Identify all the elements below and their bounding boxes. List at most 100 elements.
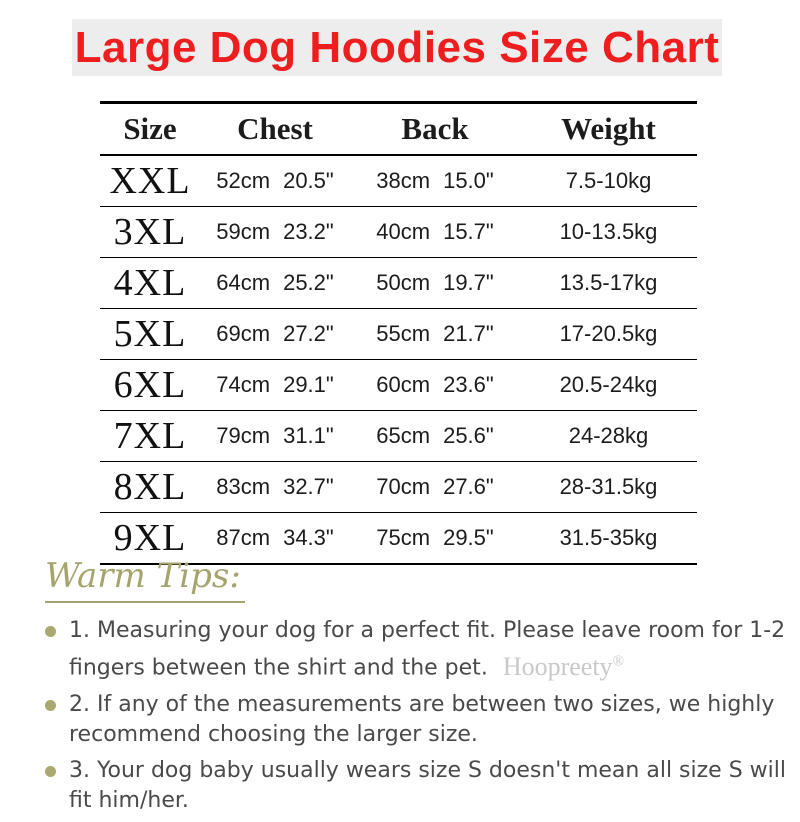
tip-line: fit him/her. (69, 787, 189, 813)
chest-inch-value: 20.5" (283, 168, 334, 193)
page-title: Large Dog Hoodies Size Chart (72, 19, 722, 76)
chest-inch-value: 25.2" (283, 270, 334, 295)
table-row: 9XL 87cm 34.3" 75cm 29.5" 31.5-35kg (100, 513, 697, 565)
chest-inch-value: 34.3" (283, 525, 334, 550)
back-inch-value: 27.6" (443, 474, 494, 499)
back-inch-value: 15.0" (443, 168, 494, 193)
table-row: 6XL 74cm 29.1" 60cm 23.6" 20.5-24kg (100, 360, 697, 411)
back-cm-value: 38cm (376, 168, 431, 193)
size-cell: 5XL (113, 313, 187, 355)
chest-cm-value: 52cm (216, 168, 271, 193)
chest-cm-value: 83cm (216, 474, 271, 499)
chest-cm-value: 69cm (216, 321, 271, 346)
table-body: XXL 52cm 20.5" 38cm 15.0" 7.5-10kg 3XL 5… (100, 156, 697, 565)
back-cm-value: 60cm (376, 372, 431, 397)
tip-text: 2. If any of the measurements are betwee… (69, 690, 774, 750)
column-header-size: Size (123, 111, 177, 146)
chest-cm-value: 87cm (216, 525, 271, 550)
back-cm-value: 50cm (376, 270, 431, 295)
back-cm-value: 55cm (376, 321, 431, 346)
chest-inch-value: 29.1" (283, 372, 334, 397)
warm-tips-heading: Warm Tips: (45, 556, 245, 603)
back-cell: 40cm 15.7" (350, 219, 520, 245)
chest-inch-value: 31.1" (283, 423, 334, 448)
column-header-weight: Weight (561, 111, 656, 146)
chest-cell: 59cm 23.2" (200, 219, 350, 245)
brand-watermark: Hoopreety® (503, 652, 624, 681)
back-cell: 60cm 23.6" (350, 372, 520, 398)
registered-trademark-icon: ® (612, 653, 624, 669)
back-inch-value: 25.6" (443, 423, 494, 448)
weight-cell: 28-31.5kg (559, 474, 658, 499)
back-cell: 75cm 29.5" (350, 525, 520, 551)
back-cell: 70cm 27.6" (350, 474, 520, 500)
back-cm-value: 40cm (376, 219, 431, 244)
chest-cell: 69cm 27.2" (200, 321, 350, 347)
chest-cell: 79cm 31.1" (200, 423, 350, 449)
tip-item-2: 2. If any of the measurements are betwee… (45, 690, 775, 750)
tip-text: 3. Your dog baby usually wears size S do… (69, 756, 786, 816)
size-cell: 3XL (113, 211, 187, 253)
tip-text: 1. Measuring your dog for a perfect fit.… (69, 616, 785, 684)
size-chart-table: Size Chest Back Weight XXL 52cm 20.5" 38… (100, 101, 697, 565)
chest-inch-value: 32.7" (283, 474, 334, 499)
tip-line: 2. If any of the measurements are betwee… (69, 691, 775, 717)
chest-inch-value: 27.2" (283, 321, 334, 346)
table-row: 3XL 59cm 23.2" 40cm 15.7" 10-13.5kg (100, 207, 697, 258)
weight-cell: 7.5-10kg (565, 168, 652, 193)
tip-line: recommend choosing the larger size. (69, 721, 478, 747)
tip-line: 3. Your dog baby usually wears size S do… (69, 757, 786, 783)
back-cm-value: 65cm (376, 423, 431, 448)
bullet-icon (45, 699, 56, 711)
chest-cell: 64cm 25.2" (200, 270, 350, 296)
table-header-row: Size Chest Back Weight (100, 104, 697, 156)
chest-inch-value: 23.2" (283, 219, 334, 244)
column-header-back: Back (401, 111, 469, 146)
warm-tips-section: Warm Tips: 1. Measuring your dog for a p… (45, 556, 786, 822)
tip-line: 1. Measuring your dog for a perfect fit.… (69, 618, 786, 643)
table-row: XXL 52cm 20.5" 38cm 15.0" 7.5-10kg (100, 156, 697, 207)
back-cell: 55cm 21.7" (350, 321, 520, 347)
size-cell: 8XL (113, 466, 187, 508)
bullet-icon (45, 626, 56, 637)
chest-cm-value: 79cm (216, 423, 271, 448)
table-row: 7XL 79cm 31.1" 65cm 25.6" 24-28kg (100, 411, 697, 462)
table-row: 4XL 64cm 25.2" 50cm 19.7" 13.5-17kg (100, 258, 697, 309)
weight-cell: 31.5-35kg (559, 525, 658, 550)
chest-cell: 87cm 34.3" (200, 525, 350, 551)
chest-cm-value: 74cm (216, 372, 271, 397)
column-header-chest: Chest (237, 111, 313, 146)
size-cell: 9XL (113, 517, 187, 559)
weight-cell: 10-13.5kg (559, 219, 658, 244)
tip-line-text: fingers between the shirt and the pet. (69, 655, 488, 681)
back-cell: 65cm 25.6" (350, 423, 520, 449)
weight-cell: 13.5-17kg (559, 270, 658, 295)
back-inch-value: 19.7" (443, 270, 494, 295)
back-inch-value: 29.5" (443, 525, 494, 550)
back-cm-value: 70cm (376, 474, 431, 499)
chest-cell: 74cm 29.1" (200, 372, 350, 398)
tip-item-1: 1. Measuring your dog for a perfect fit.… (45, 616, 785, 684)
table-row: 8XL 83cm 32.7" 70cm 27.6" 28-31.5kg (100, 462, 697, 513)
size-cell: 6XL (113, 364, 187, 406)
weight-cell: 20.5-24kg (559, 372, 658, 397)
chest-cell: 83cm 32.7" (200, 474, 350, 500)
bullet-icon (45, 765, 56, 777)
weight-cell: 17-20.5kg (559, 321, 658, 346)
chest-cm-value: 59cm (216, 219, 271, 244)
size-cell: 4XL (113, 262, 187, 304)
size-cell: 7XL (113, 415, 187, 457)
chest-cell: 52cm 20.5" (200, 168, 350, 194)
tip-line: fingers between the shirt and the pet. H… (69, 646, 785, 684)
brand-watermark-text: Hoopreety (502, 651, 613, 681)
table-row: 5XL 69cm 27.2" 55cm 21.7" 17-20.5kg (100, 309, 697, 360)
back-inch-value: 23.6" (443, 372, 494, 397)
back-cm-value: 75cm (376, 525, 431, 550)
back-inch-value: 21.7" (443, 321, 494, 346)
chest-cm-value: 64cm (216, 270, 271, 295)
size-cell: XXL (109, 160, 191, 202)
back-inch-value: 15.7" (443, 219, 494, 244)
back-cell: 38cm 15.0" (350, 168, 520, 194)
weight-cell: 24-28kg (568, 423, 649, 448)
back-cell: 50cm 19.7" (350, 270, 520, 296)
